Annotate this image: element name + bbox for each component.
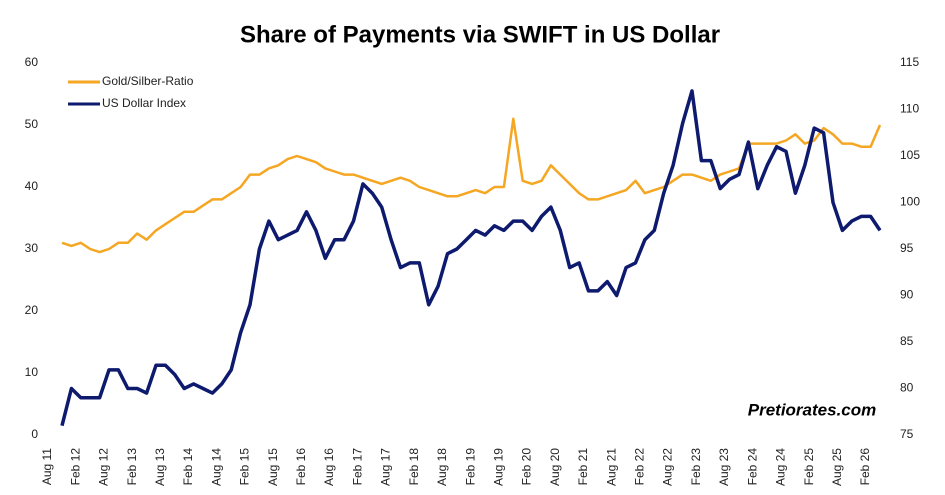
- x-tick-label: Feb 20: [520, 448, 534, 486]
- y-tick-label: 0: [31, 427, 38, 441]
- y2-tick-label: 85: [900, 334, 914, 348]
- x-tick-label: Feb 25: [802, 448, 816, 486]
- y2-tick-label: 95: [900, 241, 914, 255]
- y-tick-label: 20: [25, 303, 39, 317]
- y-tick-label: 50: [25, 117, 39, 131]
- y-tick-label: 40: [25, 179, 39, 193]
- x-tick-label: Feb 17: [350, 448, 364, 486]
- y2-tick-label: 115: [900, 55, 919, 69]
- x-tick-label: Aug 13: [153, 448, 167, 486]
- x-tick-label: Feb 24: [745, 448, 759, 486]
- x-tick-label: Feb 26: [858, 448, 872, 486]
- x-tick-label: Aug 15: [266, 448, 280, 486]
- y-tick-label: 30: [25, 241, 39, 255]
- y2-tick-label: 110: [900, 102, 919, 116]
- x-tick-label: Aug 18: [435, 448, 449, 486]
- x-tick-label: Aug 14: [209, 448, 223, 486]
- x-tick-label: Aug 16: [322, 448, 336, 486]
- x-tick-label: Feb 19: [463, 448, 477, 486]
- x-tick-label: Feb 15: [238, 448, 252, 486]
- x-tick-label: Aug 21: [604, 448, 618, 486]
- y2-tick-label: 90: [900, 288, 914, 302]
- y2-tick-label: 105: [900, 148, 920, 162]
- x-tick-label: Feb 22: [633, 448, 647, 486]
- x-tick-label: Feb 12: [68, 448, 82, 486]
- x-tick-label: Feb 18: [407, 448, 421, 486]
- y-tick-label: 60: [25, 55, 39, 69]
- x-tick-label: Aug 20: [548, 448, 562, 486]
- y2-tick-label: 100: [900, 195, 920, 209]
- annotation: Pretiorates.com: [748, 400, 877, 419]
- x-tick-label: Aug 22: [661, 448, 675, 486]
- x-tick-label: Aug 23: [717, 448, 731, 486]
- x-tick-label: Aug 24: [774, 448, 788, 486]
- legend-label: Gold/Silber-Ratio: [102, 74, 194, 88]
- x-tick-label: Feb 23: [689, 448, 703, 486]
- legend-label: US Dollar Index: [102, 96, 186, 110]
- x-tick-label: Aug 17: [379, 448, 393, 486]
- x-tick-label: Feb 21: [576, 448, 590, 486]
- x-tick-label: Feb 14: [181, 448, 195, 486]
- y2-tick-label: 75: [900, 427, 914, 441]
- x-tick-label: Aug 25: [830, 448, 844, 486]
- x-tick-label: Aug 19: [491, 448, 505, 486]
- x-tick-label: Feb 13: [125, 448, 139, 486]
- x-tick-label: Aug 11: [40, 448, 54, 485]
- x-tick-label: Aug 12: [97, 448, 111, 486]
- y-tick-label: 10: [25, 365, 39, 379]
- chart-title: Share of Payments via SWIFT in US Dollar: [240, 21, 720, 48]
- y2-tick-label: 80: [900, 381, 914, 395]
- x-tick-label: Feb 16: [294, 448, 308, 486]
- series-line: [60, 89, 882, 427]
